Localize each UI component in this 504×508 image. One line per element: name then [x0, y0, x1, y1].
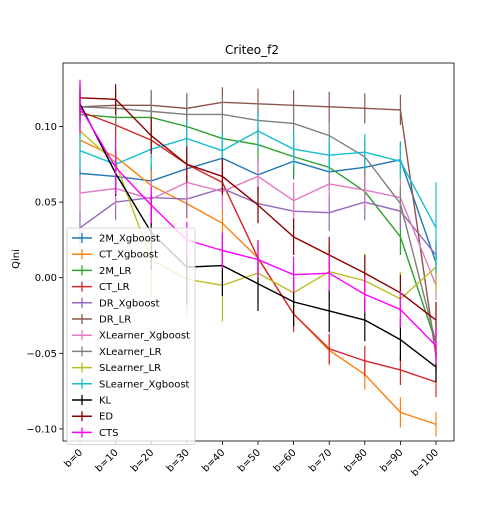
- series-layer: [79, 79, 437, 437]
- y-tick-label: −0.10: [26, 424, 57, 435]
- legend-item: DR_Xgboost: [72, 297, 160, 309]
- legend-item: XLearner_LR: [72, 346, 162, 358]
- legend-label: CT_LR: [99, 282, 130, 293]
- legend-label: CT_Xgboost: [99, 250, 158, 261]
- y-tick-label: 0.05: [35, 198, 57, 209]
- y-tick-label: −0.05: [26, 349, 57, 360]
- legend-label: SLearner_Xgboost: [99, 379, 190, 390]
- y-tick-label: 0.10: [35, 122, 57, 133]
- series-line: [79, 130, 437, 229]
- legend-label: CTS: [99, 428, 118, 439]
- legend-label: DR_Xgboost: [99, 298, 160, 309]
- legend-item: SLearner_Xgboost: [72, 378, 190, 390]
- plot-frame: [62, 62, 455, 442]
- y-axis-ticks: −0.10 −0.05 0.00 0.05 0.10: [26, 122, 63, 435]
- legend-item: 2M_LR: [72, 265, 132, 277]
- legend-label: 2M_LR: [99, 266, 132, 277]
- legend-item: KL: [72, 395, 112, 407]
- legend-item: CT_LR: [72, 281, 130, 293]
- legend-box: [66, 227, 196, 446]
- legend-label: ED: [99, 412, 113, 423]
- series-line: [79, 175, 437, 286]
- series-line: [79, 103, 437, 368]
- legend: 2M_Xgboost CT_Xgboost 2M_LR CT_LR DR_Xgboost…: [66, 227, 196, 446]
- legend-item: XLearner_Xgboost: [72, 330, 190, 342]
- legend-item: CT_Xgboost: [72, 249, 158, 261]
- series-ED: [79, 82, 437, 339]
- legend-item: SLearner_LR: [72, 362, 161, 374]
- series-line: [79, 106, 437, 347]
- legend-label: XLearner_Xgboost: [99, 331, 190, 342]
- y-tick-label: 0.00: [35, 273, 57, 284]
- y-axis-label: Qini: [11, 249, 22, 269]
- legend-label: DR_LR: [99, 315, 131, 326]
- legend-item: ED: [72, 411, 113, 423]
- legend-label: SLearner_LR: [99, 363, 161, 374]
- legend-item: 2M_Xgboost: [72, 233, 160, 245]
- legend-label: KL: [99, 396, 112, 407]
- legend-label: 2M_Xgboost: [99, 234, 160, 245]
- chart-title: Criteo_f2: [225, 43, 279, 57]
- legend-item: DR_LR: [72, 314, 131, 326]
- series-line: [79, 97, 437, 321]
- legend-label: XLearner_LR: [99, 347, 162, 358]
- legend-item: CTS: [72, 427, 118, 439]
